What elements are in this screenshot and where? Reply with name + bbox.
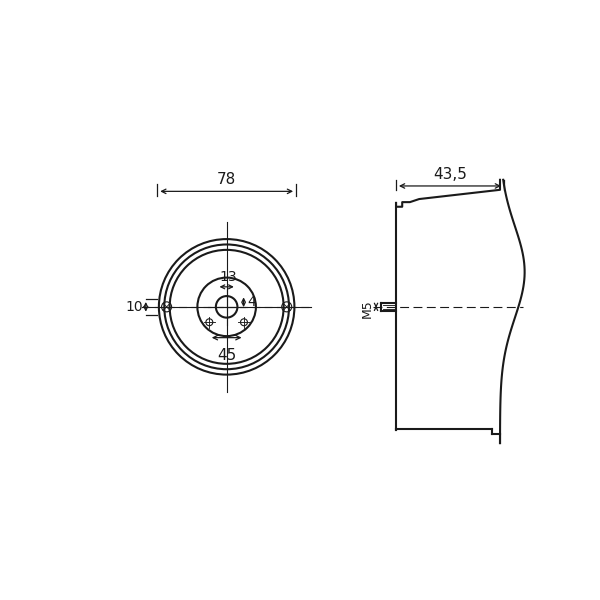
Text: 13: 13 xyxy=(220,270,237,284)
Text: 10: 10 xyxy=(125,300,143,314)
Text: 4: 4 xyxy=(247,295,256,309)
Text: 43,5: 43,5 xyxy=(433,167,467,182)
Text: 78: 78 xyxy=(217,173,236,187)
Text: M5: M5 xyxy=(361,299,374,318)
Text: 45: 45 xyxy=(217,349,236,364)
